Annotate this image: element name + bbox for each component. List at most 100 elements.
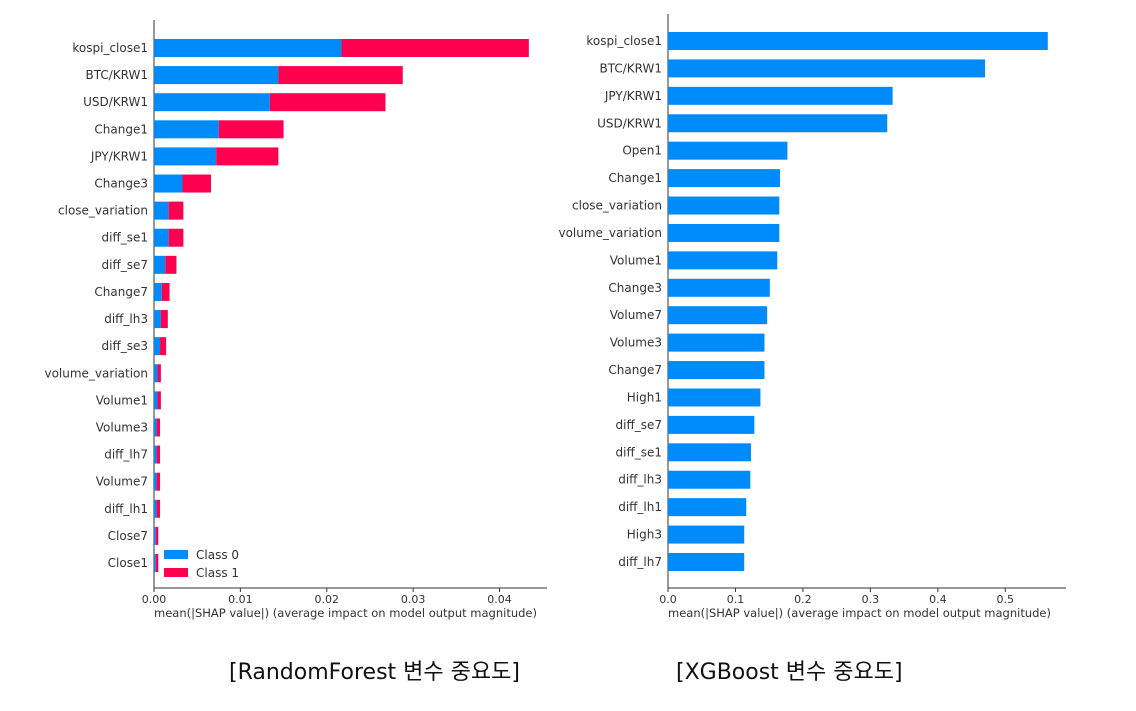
xgb-xtick-0-2: 0.2 — [794, 593, 812, 606]
xgb-xtick-0-5: 0.5 — [997, 593, 1015, 606]
rf-bar-diff-se3-class1 — [160, 337, 167, 356]
xgb-bar-diff-se7 — [668, 415, 755, 434]
xgb-ytick-change1: Change1 — [608, 171, 662, 185]
xgb-bar-volume-variation — [668, 223, 780, 242]
xgb-ytick-close-variation: close_variation — [572, 199, 662, 213]
rf-bar-volume7-class1 — [156, 472, 161, 491]
rf-xtick-0-01: 0.01 — [228, 593, 253, 606]
xgb-bar-change1 — [668, 169, 780, 188]
rf-bar-close-variation-class0 — [154, 201, 169, 220]
rf-xtick-0-02: 0.02 — [314, 593, 339, 606]
rf-bar-btc-krw1-class0 — [154, 66, 279, 85]
xgb-xtick-0-0: 0.0 — [659, 593, 677, 606]
xgb-bar-change3 — [668, 278, 770, 297]
rf-bar-jpy-krw1-class0 — [154, 147, 217, 166]
rf-bar-change1-class0 — [154, 120, 219, 139]
rf-bar-diff-lh7-class0 — [154, 445, 157, 464]
rf-ytick-diff-se1: diff_se1 — [102, 231, 149, 245]
rf-bar-jpy-krw1-class1 — [216, 147, 279, 166]
rf-x-axis-label: mean(|SHAP value|) (average impact on mo… — [154, 606, 537, 620]
xgb-bar-high3 — [668, 525, 745, 544]
rf-bar-btc-krw1-class1 — [278, 66, 403, 85]
rf-ytick-close1: Close1 — [108, 556, 148, 570]
rf-bar-diff-se7-class0 — [154, 255, 166, 274]
rf-ytick-volume3: Volume3 — [96, 420, 148, 434]
rf-bar-diff-lh1-class0 — [154, 499, 157, 518]
rf-bar-close1-class1 — [155, 554, 159, 572]
rf-bar-usd-krw1-class0 — [154, 93, 270, 112]
rf-ytick-close7: Close7 — [108, 529, 148, 543]
xgb-bar-open1 — [668, 141, 788, 160]
rf-bar-diff-se3-class0 — [154, 337, 161, 356]
xgb-bar-usd-krw1 — [668, 114, 888, 133]
xgboost-caption: [XGBoost 변수 중요도] — [676, 660, 903, 685]
xgb-xtick-0-4: 0.4 — [929, 593, 947, 606]
rf-xtick-0-00: 0.00 — [142, 593, 167, 606]
xgb-x-axis-label: mean(|SHAP value|) (average impact on mo… — [668, 606, 1051, 620]
xgb-bar-diff-se1 — [668, 443, 751, 462]
rf-xtick-0-03: 0.03 — [401, 593, 426, 606]
xgb-ytick-usd-krw1: USD/KRW1 — [597, 116, 662, 130]
xgb-ytick-btc-krw1: BTC/KRW1 — [599, 61, 662, 75]
xgb-ytick-volume-variation: volume_variation — [558, 226, 662, 240]
rf-ytick-diff-se7: diff_se7 — [102, 258, 149, 272]
rf-ytick-diff-se3: diff_se3 — [102, 339, 149, 353]
xgb-bar-close-variation — [668, 196, 780, 215]
xgb-bar-diff-lh1 — [668, 498, 747, 517]
rf-bar-diff-lh1-class1 — [156, 499, 161, 518]
rf-bar-volume3-class0 — [154, 418, 157, 437]
rf-bar-diff-se1-class0 — [154, 228, 169, 247]
rf-xtick-0-04: 0.04 — [487, 593, 512, 606]
rf-bar-volume-variation-class0 — [154, 364, 158, 383]
rf-ytick-usd-krw1: USD/KRW1 — [83, 95, 148, 109]
rf-ytick-change7: Change7 — [94, 285, 148, 299]
rf-bar-diff-se1-class1 — [168, 228, 184, 247]
xgb-bar-diff-lh3 — [668, 470, 751, 489]
xgb-ytick-high1: High1 — [627, 390, 662, 404]
rf-bar-kospi-close1-class0 — [154, 39, 342, 57]
rf-ytick-diff-lh1: diff_lh1 — [104, 502, 148, 516]
xgb-ytick-kospi-close1: kospi_close1 — [586, 34, 662, 48]
rf-bar-volume1-class0 — [154, 391, 158, 410]
rf-bar-volume7-class0 — [154, 472, 157, 491]
rf-ytick-volume1: Volume1 — [96, 393, 148, 407]
rf-bar-change1-class1 — [218, 120, 284, 139]
xgb-ytick-diff-lh1: diff_lh1 — [618, 500, 662, 514]
rf-ytick-change3: Change3 — [94, 177, 148, 191]
xgb-bar-kospi-close1 — [668, 32, 1048, 50]
rf-ytick-diff-lh3: diff_lh3 — [104, 312, 148, 326]
xgb-ytick-jpy-krw1: JPY/KRW1 — [604, 89, 662, 103]
rf-bar-close7-class1 — [155, 526, 159, 545]
rf-bar-change7-class0 — [154, 282, 162, 301]
rf-bar-change3-class0 — [154, 174, 183, 193]
rf-ytick-diff-lh7: diff_lh7 — [104, 448, 148, 462]
rf-bar-volume3-class1 — [156, 418, 161, 437]
rf-legend-label-class1: Class 1 — [196, 566, 239, 580]
xgb-xtick-0-1: 0.1 — [727, 593, 745, 606]
xgb-ytick-change3: Change3 — [608, 281, 662, 295]
rf-ytick-jpy-krw1: JPY/KRW1 — [90, 149, 148, 163]
rf-legend-swatch-class0 — [164, 550, 188, 559]
xgb-ytick-diff-se1: diff_se1 — [616, 445, 663, 459]
rf-legend-label-class0: Class 0 — [196, 548, 239, 562]
rf-ytick-kospi-close1: kospi_close1 — [72, 41, 148, 55]
xgboost-chart: kospi_close1 BTC/KRW1 JPY/KRW1 USD/KRW1 Open… — [558, 14, 1066, 620]
rf-ytick-change1: Change1 — [94, 122, 148, 136]
rf-bar-change7-class1 — [161, 282, 170, 301]
rf-bar-close1-class0 — [154, 554, 156, 572]
rf-bar-close7-class0 — [154, 526, 156, 545]
xgb-xtick-0-3: 0.3 — [862, 593, 880, 606]
xgb-bar-btc-krw1 — [668, 59, 986, 78]
rf-legend-swatch-class1 — [164, 568, 188, 577]
xgb-bar-volume1 — [668, 251, 778, 270]
rf-bar-diff-lh7-class1 — [156, 445, 161, 464]
rf-bar-usd-krw1-class1 — [269, 93, 386, 112]
rf-bar-kospi-close1-class1 — [341, 39, 529, 57]
rf-ytick-close-variation: close_variation — [58, 204, 148, 218]
rf-ytick-volume7: Volume7 — [96, 475, 148, 489]
xgb-bar-volume3 — [668, 333, 765, 352]
randomforest-caption: [RandomForest 변수 중요도] — [229, 660, 520, 685]
xgb-bar-volume7 — [668, 306, 768, 325]
rf-bar-diff-lh3-class1 — [160, 310, 168, 329]
